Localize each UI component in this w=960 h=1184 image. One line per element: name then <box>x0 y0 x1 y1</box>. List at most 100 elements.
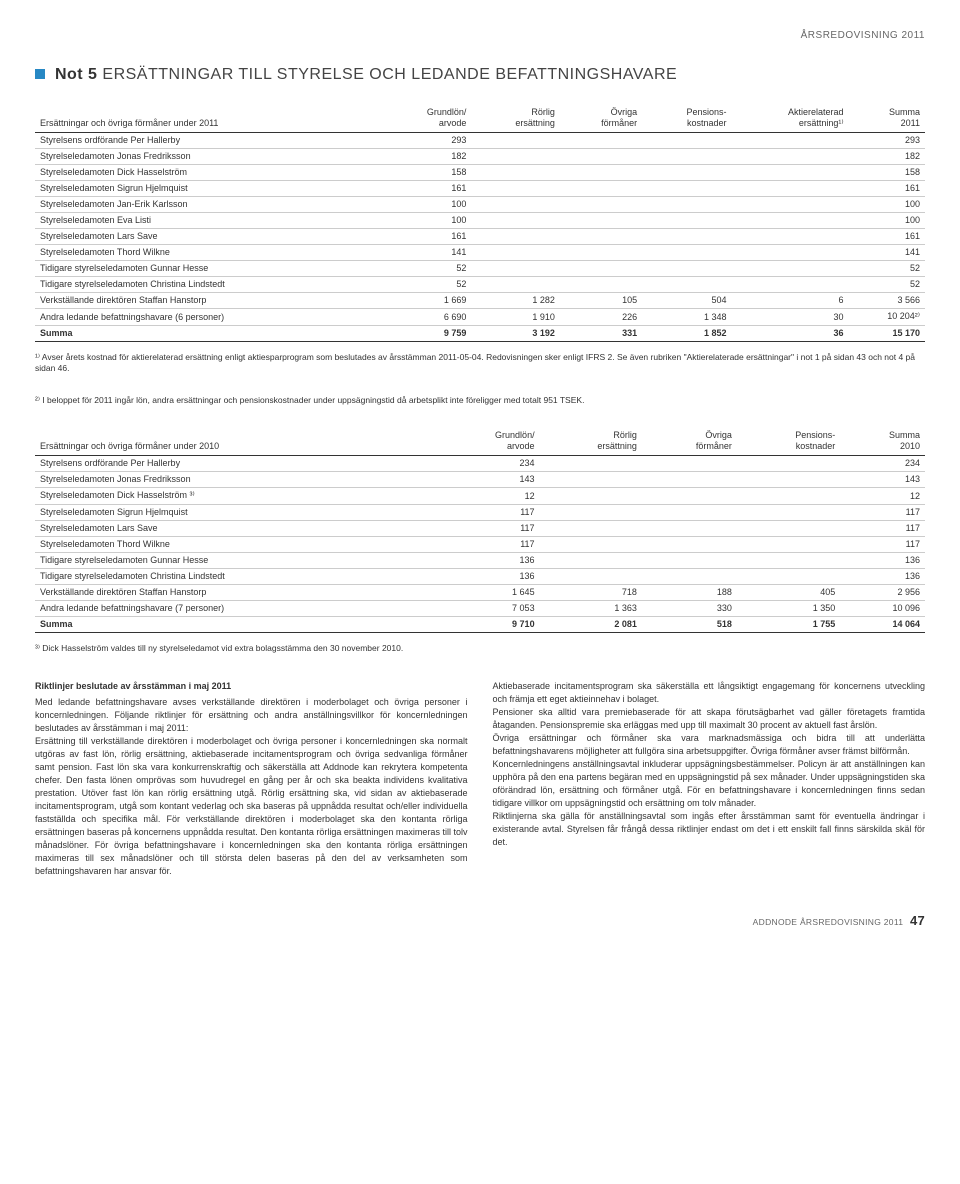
cell-value <box>642 260 731 276</box>
table-row: Styrelseledamoten Sigrun Hjelmquist11711… <box>35 504 925 520</box>
page-number: 47 <box>910 913 925 928</box>
cell-value: 6 <box>732 292 849 308</box>
cell-value <box>471 132 559 148</box>
table-row: Andra ledande befattningshavare (6 perso… <box>35 308 925 325</box>
table-row: Andra ledande befattningshavare (7 perso… <box>35 600 925 616</box>
cell-value: 141 <box>383 244 471 260</box>
cell-value <box>642 552 737 568</box>
table-sum-row: Summa9 7102 0815181 75514 064 <box>35 616 925 632</box>
cell-value: 117 <box>437 504 539 520</box>
cell-value <box>540 520 642 536</box>
cell-value: 143 <box>840 471 925 487</box>
col-header: Övrigaförmåner <box>642 427 737 455</box>
sum-value: 1 852 <box>642 325 731 341</box>
footnote-2: ²⁾ I beloppet för 2011 ingår lön, andra … <box>35 395 925 407</box>
table-row: Styrelseledamoten Jonas Fredriksson18218… <box>35 148 925 164</box>
cell-value <box>642 455 737 471</box>
guidelines-text-right: Aktiebaserade incitamentsprogram ska säk… <box>493 680 926 850</box>
table-row: Styrelseledamoten Thord Wilkne117117 <box>35 536 925 552</box>
col-header: Pensions-kostnader <box>642 104 731 132</box>
table-row: Styrelseledamoten Lars Save161161 <box>35 228 925 244</box>
row-label: Styrelseledamoten Jonas Fredriksson <box>35 471 437 487</box>
cell-value: 12 <box>840 487 925 504</box>
col-header: Rörligersättning <box>471 104 559 132</box>
cell-value: 100 <box>849 212 925 228</box>
cell-value <box>540 471 642 487</box>
cell-value: 226 <box>560 308 642 325</box>
cell-value <box>732 164 849 180</box>
cell-value <box>471 228 559 244</box>
cell-value <box>732 132 849 148</box>
cell-value <box>560 180 642 196</box>
cell-value <box>642 132 731 148</box>
row-label: Andra ledande befattningshavare (6 perso… <box>35 308 383 325</box>
footnote-1: ¹⁾ Avser årets kostnad för aktierelatera… <box>35 352 925 376</box>
cell-value <box>737 487 840 504</box>
cell-value: 136 <box>840 568 925 584</box>
cell-value <box>642 536 737 552</box>
col-header: Grundlön/arvode <box>383 104 471 132</box>
note-heading: Not 5 ERSÄTTNINGAR TILL STYRELSE OCH LED… <box>35 66 925 84</box>
cell-value <box>737 568 840 584</box>
row-label: Styrelseledamoten Lars Save <box>35 228 383 244</box>
cell-value <box>642 471 737 487</box>
row-label: Styrelseledamoten Thord Wilkne <box>35 536 437 552</box>
row-label: Styrelsens ordförande Per Hallerby <box>35 455 437 471</box>
row-label: Styrelseledamoten Dick Hasselström <box>35 164 383 180</box>
cell-value: 141 <box>849 244 925 260</box>
cell-value: 105 <box>560 292 642 308</box>
cell-value <box>732 244 849 260</box>
cell-value: 188 <box>642 584 737 600</box>
cell-value: 52 <box>383 276 471 292</box>
cell-value <box>642 487 737 504</box>
guidelines-subhead: Riktlinjer beslutade av årsstämman i maj… <box>35 680 468 693</box>
cell-value <box>642 520 737 536</box>
cell-value <box>471 244 559 260</box>
cell-value: 1 910 <box>471 308 559 325</box>
col-header: Aktierelateradersättning¹⁾ <box>732 104 849 132</box>
cell-value <box>737 471 840 487</box>
cell-value <box>560 132 642 148</box>
cell-value <box>471 180 559 196</box>
sum-value: 14 064 <box>840 616 925 632</box>
row-label: Styrelseledamoten Sigrun Hjelmquist <box>35 180 383 196</box>
table-row: Tidigare styrelseledamoten Gunnar Hesse1… <box>35 552 925 568</box>
cell-value <box>471 196 559 212</box>
col-header: Summa2011 <box>849 104 925 132</box>
row-label: Verkställande direktören Staffan Hanstor… <box>35 292 383 308</box>
cell-value: 158 <box>383 164 471 180</box>
cell-value: 2 956 <box>840 584 925 600</box>
cell-value <box>560 228 642 244</box>
cell-value: 117 <box>437 536 539 552</box>
cell-value: 161 <box>849 228 925 244</box>
cell-value: 718 <box>540 584 642 600</box>
cell-value: 117 <box>840 520 925 536</box>
sum-value: 3 192 <box>471 325 559 341</box>
cell-value <box>732 276 849 292</box>
cell-value <box>737 520 840 536</box>
sum-value: 15 170 <box>849 325 925 341</box>
cell-value <box>737 455 840 471</box>
sum-value: 9 759 <box>383 325 471 341</box>
cell-value <box>732 212 849 228</box>
table-row: Styrelseledamoten Dick Hasselström ³⁾121… <box>35 487 925 504</box>
cell-value: 234 <box>437 455 539 471</box>
table-row: Styrelseledamoten Jonas Fredriksson14314… <box>35 471 925 487</box>
cell-value: 6 690 <box>383 308 471 325</box>
cell-value: 117 <box>437 520 539 536</box>
col-header-label: Ersättningar och övriga förmåner under 2… <box>35 427 437 455</box>
doc-header: ÅRSREDOVISNING 2011 <box>35 30 925 41</box>
cell-value <box>642 276 731 292</box>
cell-value: 3 566 <box>849 292 925 308</box>
cell-value: 100 <box>383 196 471 212</box>
row-label: Styrelseledamoten Sigrun Hjelmquist <box>35 504 437 520</box>
table-row: Styrelsens ordförande Per Hallerby293293 <box>35 132 925 148</box>
cell-value: 182 <box>849 148 925 164</box>
table-row: Verkställande direktören Staffan Hanstor… <box>35 292 925 308</box>
cell-value <box>732 228 849 244</box>
cell-value <box>737 536 840 552</box>
sum-value: 331 <box>560 325 642 341</box>
guidelines-col-left: Riktlinjer beslutade av årsstämman i maj… <box>35 680 468 879</box>
sum-value: 9 710 <box>437 616 539 632</box>
cell-value <box>560 164 642 180</box>
